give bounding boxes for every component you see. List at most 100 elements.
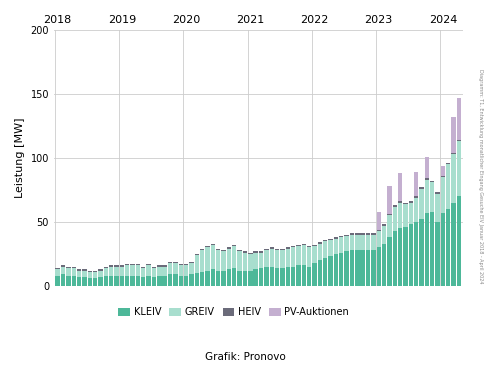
Bar [173, 262, 177, 263]
Bar [216, 250, 220, 270]
Bar [376, 212, 381, 229]
Bar [238, 251, 242, 270]
Bar [361, 233, 365, 235]
Legend: KLEIV, GREIV, HEIV, PV-Auktionen: KLEIV, GREIV, HEIV, PV-Auktionen [115, 304, 353, 321]
Bar [387, 186, 392, 214]
Bar [195, 273, 199, 286]
Bar [339, 237, 343, 252]
Bar [323, 258, 327, 286]
Bar [430, 181, 435, 182]
Bar [61, 265, 65, 267]
Bar [163, 265, 167, 267]
Bar [168, 263, 172, 275]
Bar [200, 249, 204, 250]
Bar [93, 270, 98, 272]
Bar [398, 203, 402, 228]
Bar [275, 250, 279, 268]
Bar [259, 268, 263, 286]
Bar [414, 196, 418, 197]
Bar [392, 231, 397, 286]
Bar [216, 249, 220, 250]
Bar [141, 268, 146, 277]
Bar [366, 235, 370, 250]
Bar [227, 249, 231, 269]
Bar [195, 255, 199, 273]
Bar [205, 246, 210, 247]
Bar [392, 205, 397, 207]
Bar [227, 247, 231, 249]
Bar [457, 141, 461, 196]
Bar [323, 240, 327, 241]
Bar [200, 250, 204, 272]
Bar [259, 252, 263, 268]
Bar [409, 201, 413, 203]
Bar [253, 269, 258, 286]
Bar [178, 264, 183, 265]
Bar [425, 213, 429, 286]
Bar [173, 263, 177, 275]
Bar [205, 247, 210, 270]
Bar [312, 263, 317, 286]
Bar [163, 267, 167, 276]
Bar [275, 249, 279, 250]
Bar [371, 250, 375, 286]
Bar [350, 250, 354, 286]
Bar [77, 269, 81, 270]
Bar [403, 204, 408, 227]
Bar [248, 254, 252, 270]
Bar [168, 262, 172, 263]
Bar [307, 246, 311, 247]
Bar [120, 276, 124, 286]
Bar [291, 267, 295, 286]
Bar [457, 98, 461, 140]
Bar [307, 247, 311, 267]
Bar [286, 247, 290, 249]
Bar [168, 275, 172, 286]
Bar [216, 270, 220, 286]
Bar [184, 265, 188, 276]
Bar [178, 276, 183, 286]
Bar [366, 250, 370, 286]
Bar [350, 233, 354, 235]
Bar [200, 272, 204, 286]
Bar [451, 153, 456, 154]
Bar [72, 276, 76, 286]
Bar [211, 269, 215, 286]
Bar [55, 269, 60, 276]
Bar [457, 140, 461, 141]
Bar [344, 251, 349, 286]
Bar [414, 172, 418, 196]
Bar [302, 245, 306, 265]
Bar [457, 196, 461, 286]
Bar [302, 265, 306, 286]
Bar [136, 264, 140, 265]
Bar [109, 265, 113, 267]
Bar [323, 241, 327, 258]
Bar [296, 246, 301, 265]
Bar [430, 182, 435, 212]
Bar [318, 244, 322, 260]
Bar [232, 245, 237, 246]
Bar [141, 277, 146, 286]
Bar [253, 251, 258, 252]
Bar [98, 269, 103, 270]
Bar [82, 270, 87, 277]
Bar [82, 269, 87, 270]
Bar [141, 267, 146, 268]
Bar [114, 267, 119, 276]
Bar [270, 267, 274, 286]
Bar [334, 254, 338, 286]
Bar [430, 212, 435, 286]
Bar [227, 269, 231, 286]
Bar [334, 239, 338, 254]
Bar [302, 244, 306, 245]
Bar [163, 276, 167, 286]
Bar [157, 267, 162, 276]
Bar [248, 270, 252, 286]
Bar [280, 249, 285, 250]
Bar [334, 237, 338, 239]
Bar [103, 276, 108, 286]
Bar [130, 265, 135, 276]
Bar [307, 267, 311, 286]
Bar [419, 187, 424, 189]
